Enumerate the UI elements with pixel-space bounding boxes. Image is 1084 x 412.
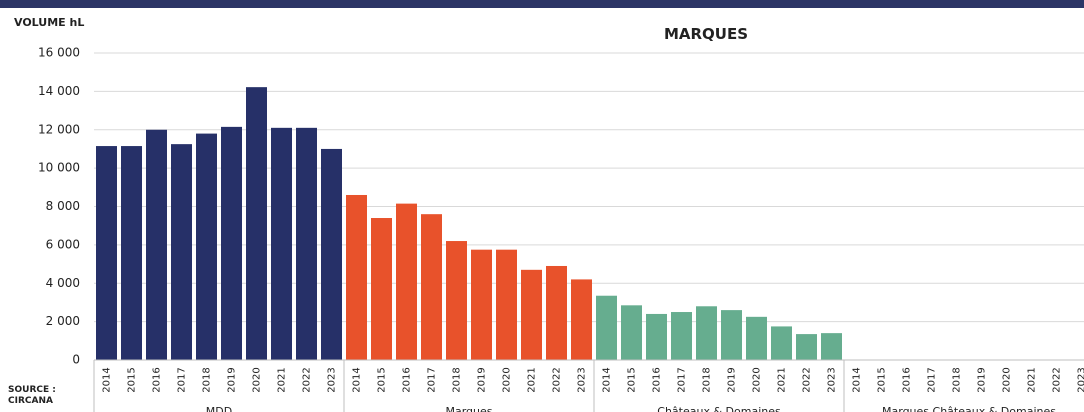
group-label: Marques Châteaux & Domaines: [882, 405, 1056, 412]
bar: [96, 146, 117, 360]
bar: [521, 269, 542, 360]
y-tick-label: 8 000: [46, 199, 80, 213]
group-label: MDD: [206, 405, 232, 412]
chart-title: MARQUES: [664, 25, 748, 43]
x-tick-label: 2016: [402, 367, 413, 392]
x-tick-label: 2021: [1027, 367, 1038, 392]
bar: [671, 312, 692, 360]
bar: [596, 295, 617, 360]
x-tick-label: 2020: [502, 367, 513, 392]
x-tick-label: 2019: [477, 367, 488, 392]
y-tick-label: 16 000: [38, 46, 80, 60]
x-tick-label: 2023: [1077, 367, 1084, 392]
top-band: [0, 0, 1084, 8]
x-tick-label: 2014: [852, 367, 863, 392]
x-tick-label: 2020: [252, 367, 263, 392]
x-tick-label: 2014: [602, 367, 613, 392]
x-tick-label: 2022: [552, 367, 563, 392]
x-tick-label: 2019: [977, 367, 988, 392]
x-tick-label: 2018: [952, 367, 963, 392]
x-tick-label: 2023: [577, 367, 588, 392]
x-tick-label: 2018: [202, 367, 213, 392]
bar: [396, 203, 417, 360]
x-tick-label: 2014: [352, 367, 363, 392]
y-tick-label: 10 000: [38, 161, 80, 175]
bar: [796, 334, 817, 360]
x-tick-label: 2023: [327, 367, 338, 392]
bar: [771, 326, 792, 360]
x-tick-label: 2021: [527, 367, 538, 392]
x-tick-label: 2015: [377, 367, 388, 392]
x-tick-label: 2020: [1002, 367, 1013, 392]
x-tick-label: 2015: [127, 367, 138, 392]
x-tick-label: 2016: [152, 367, 163, 392]
group-label: Châteaux & Domaines: [657, 405, 781, 412]
y-axis-label: VOLUME hL: [14, 16, 84, 29]
bar: [246, 87, 267, 360]
y-tick-label: 2 000: [46, 314, 80, 328]
bar: [621, 305, 642, 360]
bar: [746, 316, 767, 360]
bar: [196, 133, 217, 360]
bar: [371, 218, 392, 360]
bar: [271, 127, 292, 360]
x-tick-label: 2022: [802, 367, 813, 392]
bar: [221, 126, 242, 360]
bar: [296, 127, 317, 360]
bar: [121, 146, 142, 360]
x-tick-label: 2018: [452, 367, 463, 392]
source-name: CIRCANA: [8, 396, 53, 406]
bar: [346, 194, 367, 360]
x-tick-label: 2022: [302, 367, 313, 392]
x-tick-label: 2018: [702, 367, 713, 392]
bar: [546, 265, 567, 360]
bar: [421, 214, 442, 360]
x-tick-label: 2021: [777, 367, 788, 392]
bar: [646, 313, 667, 360]
x-tick-label: 2022: [1052, 367, 1063, 392]
x-tick-label: 2016: [902, 367, 913, 392]
y-tick-label: 4 000: [46, 276, 80, 290]
x-tick-label: 2014: [102, 367, 113, 392]
group-label: Marques: [445, 405, 492, 412]
y-tick-label: 14 000: [38, 84, 80, 98]
bar: [571, 279, 592, 360]
x-tick-label: 2021: [277, 367, 288, 392]
x-tick-label: 2015: [877, 367, 888, 392]
x-tick-label: 2017: [177, 367, 188, 392]
bar: [321, 148, 342, 360]
bar: [696, 306, 717, 360]
x-tick-label: 2017: [927, 367, 938, 392]
x-tick-label: 2017: [427, 367, 438, 392]
bar: [146, 129, 167, 360]
x-tick-label: 2016: [652, 367, 663, 392]
x-tick-label: 2019: [227, 367, 238, 392]
y-tick-label: 6 000: [46, 237, 80, 251]
x-tick-label: 2023: [827, 367, 838, 392]
bar: [496, 249, 517, 360]
bar: [721, 310, 742, 360]
y-tick-label: 0: [72, 353, 80, 367]
x-tick-label: 2020: [752, 367, 763, 392]
bar: [471, 249, 492, 360]
source-label: SOURCE :: [8, 385, 56, 395]
x-tick-label: 2015: [627, 367, 638, 392]
bar: [821, 333, 842, 360]
bar: [446, 241, 467, 360]
x-tick-label: 2019: [727, 367, 738, 392]
bar: [171, 144, 192, 360]
y-tick-label: 12 000: [38, 122, 80, 136]
x-tick-label: 2017: [677, 367, 688, 392]
